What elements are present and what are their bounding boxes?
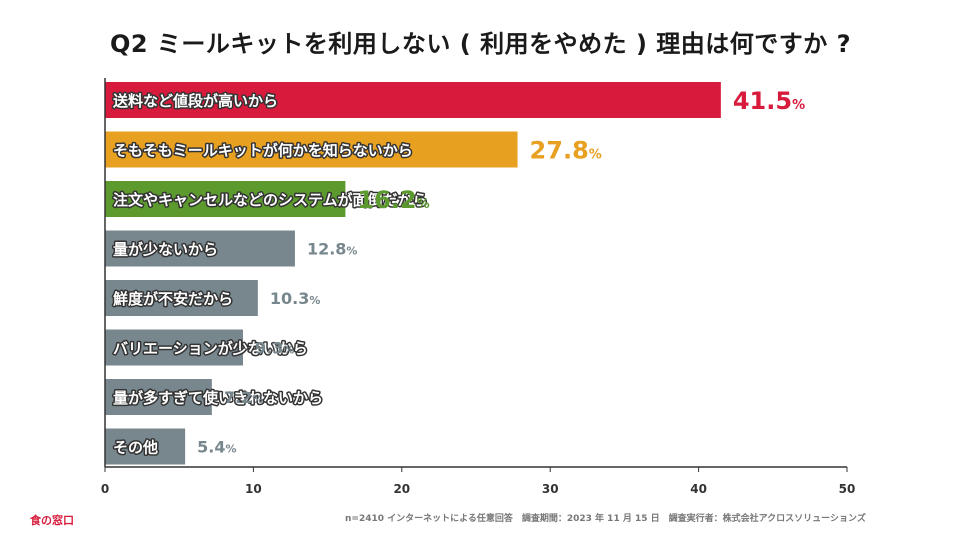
unit-suffix: % xyxy=(589,148,602,163)
bar-value-label: 9.3% xyxy=(255,339,294,358)
unit-suffix: % xyxy=(309,294,320,307)
chart-title: Q2 ミールキットを利用しない ( 利用をやめた ) 理由は何ですか ? xyxy=(109,30,852,58)
x-tick-label: 20 xyxy=(393,482,410,496)
bar-value-label: 41.5% xyxy=(733,87,805,115)
bar-value-label: 27.8% xyxy=(530,137,602,165)
bar-3 xyxy=(105,230,295,267)
bar-4 xyxy=(105,280,258,316)
bar-value-label: 12.8% xyxy=(307,240,358,259)
bar-5 xyxy=(105,329,244,366)
unit-suffix: % xyxy=(346,245,357,258)
unit-suffix: % xyxy=(225,443,236,456)
x-tick-label: 40 xyxy=(690,482,707,496)
unit-suffix: % xyxy=(417,197,430,212)
x-tick-label: 10 xyxy=(245,482,262,496)
bar-category-label: 送料など値段が高いから xyxy=(112,92,278,110)
bar-category-label: 量が多すぎて使いきれないから xyxy=(113,389,323,407)
bar-category-label: 量が少ないから xyxy=(113,241,218,259)
unit-suffix: % xyxy=(283,344,294,357)
bar-value-label: 10.3% xyxy=(270,289,321,308)
bar-7 xyxy=(105,428,186,465)
x-tick-label: 0 xyxy=(101,482,109,496)
bar-1 xyxy=(105,131,518,168)
bar-value-label: 5.4% xyxy=(197,438,236,457)
bar-category-label: その他 xyxy=(113,439,158,457)
bar-category-label: バリエーションが少ないから xyxy=(113,340,308,358)
bar-6 xyxy=(105,379,212,415)
bar-value-label: 7.2% xyxy=(224,388,263,407)
brand-logo-text: 食の窓口 xyxy=(30,514,74,527)
bar-category-label: そもそもミールキットが何かを知らないから xyxy=(113,142,413,160)
x-tick-label: 50 xyxy=(839,482,856,496)
survey-footnote: n=2410 インターネットによる任意回答 調査期間：2023 年 11 月 1… xyxy=(345,514,866,524)
unit-suffix: % xyxy=(792,98,805,113)
x-tick-label: 30 xyxy=(542,482,559,496)
unit-suffix: % xyxy=(252,393,263,406)
bar-category-label: 注文やキャンセルなどのシステムが面倒だから xyxy=(113,191,428,209)
bar-2 xyxy=(105,181,346,217)
bar-0 xyxy=(105,82,721,118)
bar-category-label: 鮮度が不安だから xyxy=(113,290,233,308)
